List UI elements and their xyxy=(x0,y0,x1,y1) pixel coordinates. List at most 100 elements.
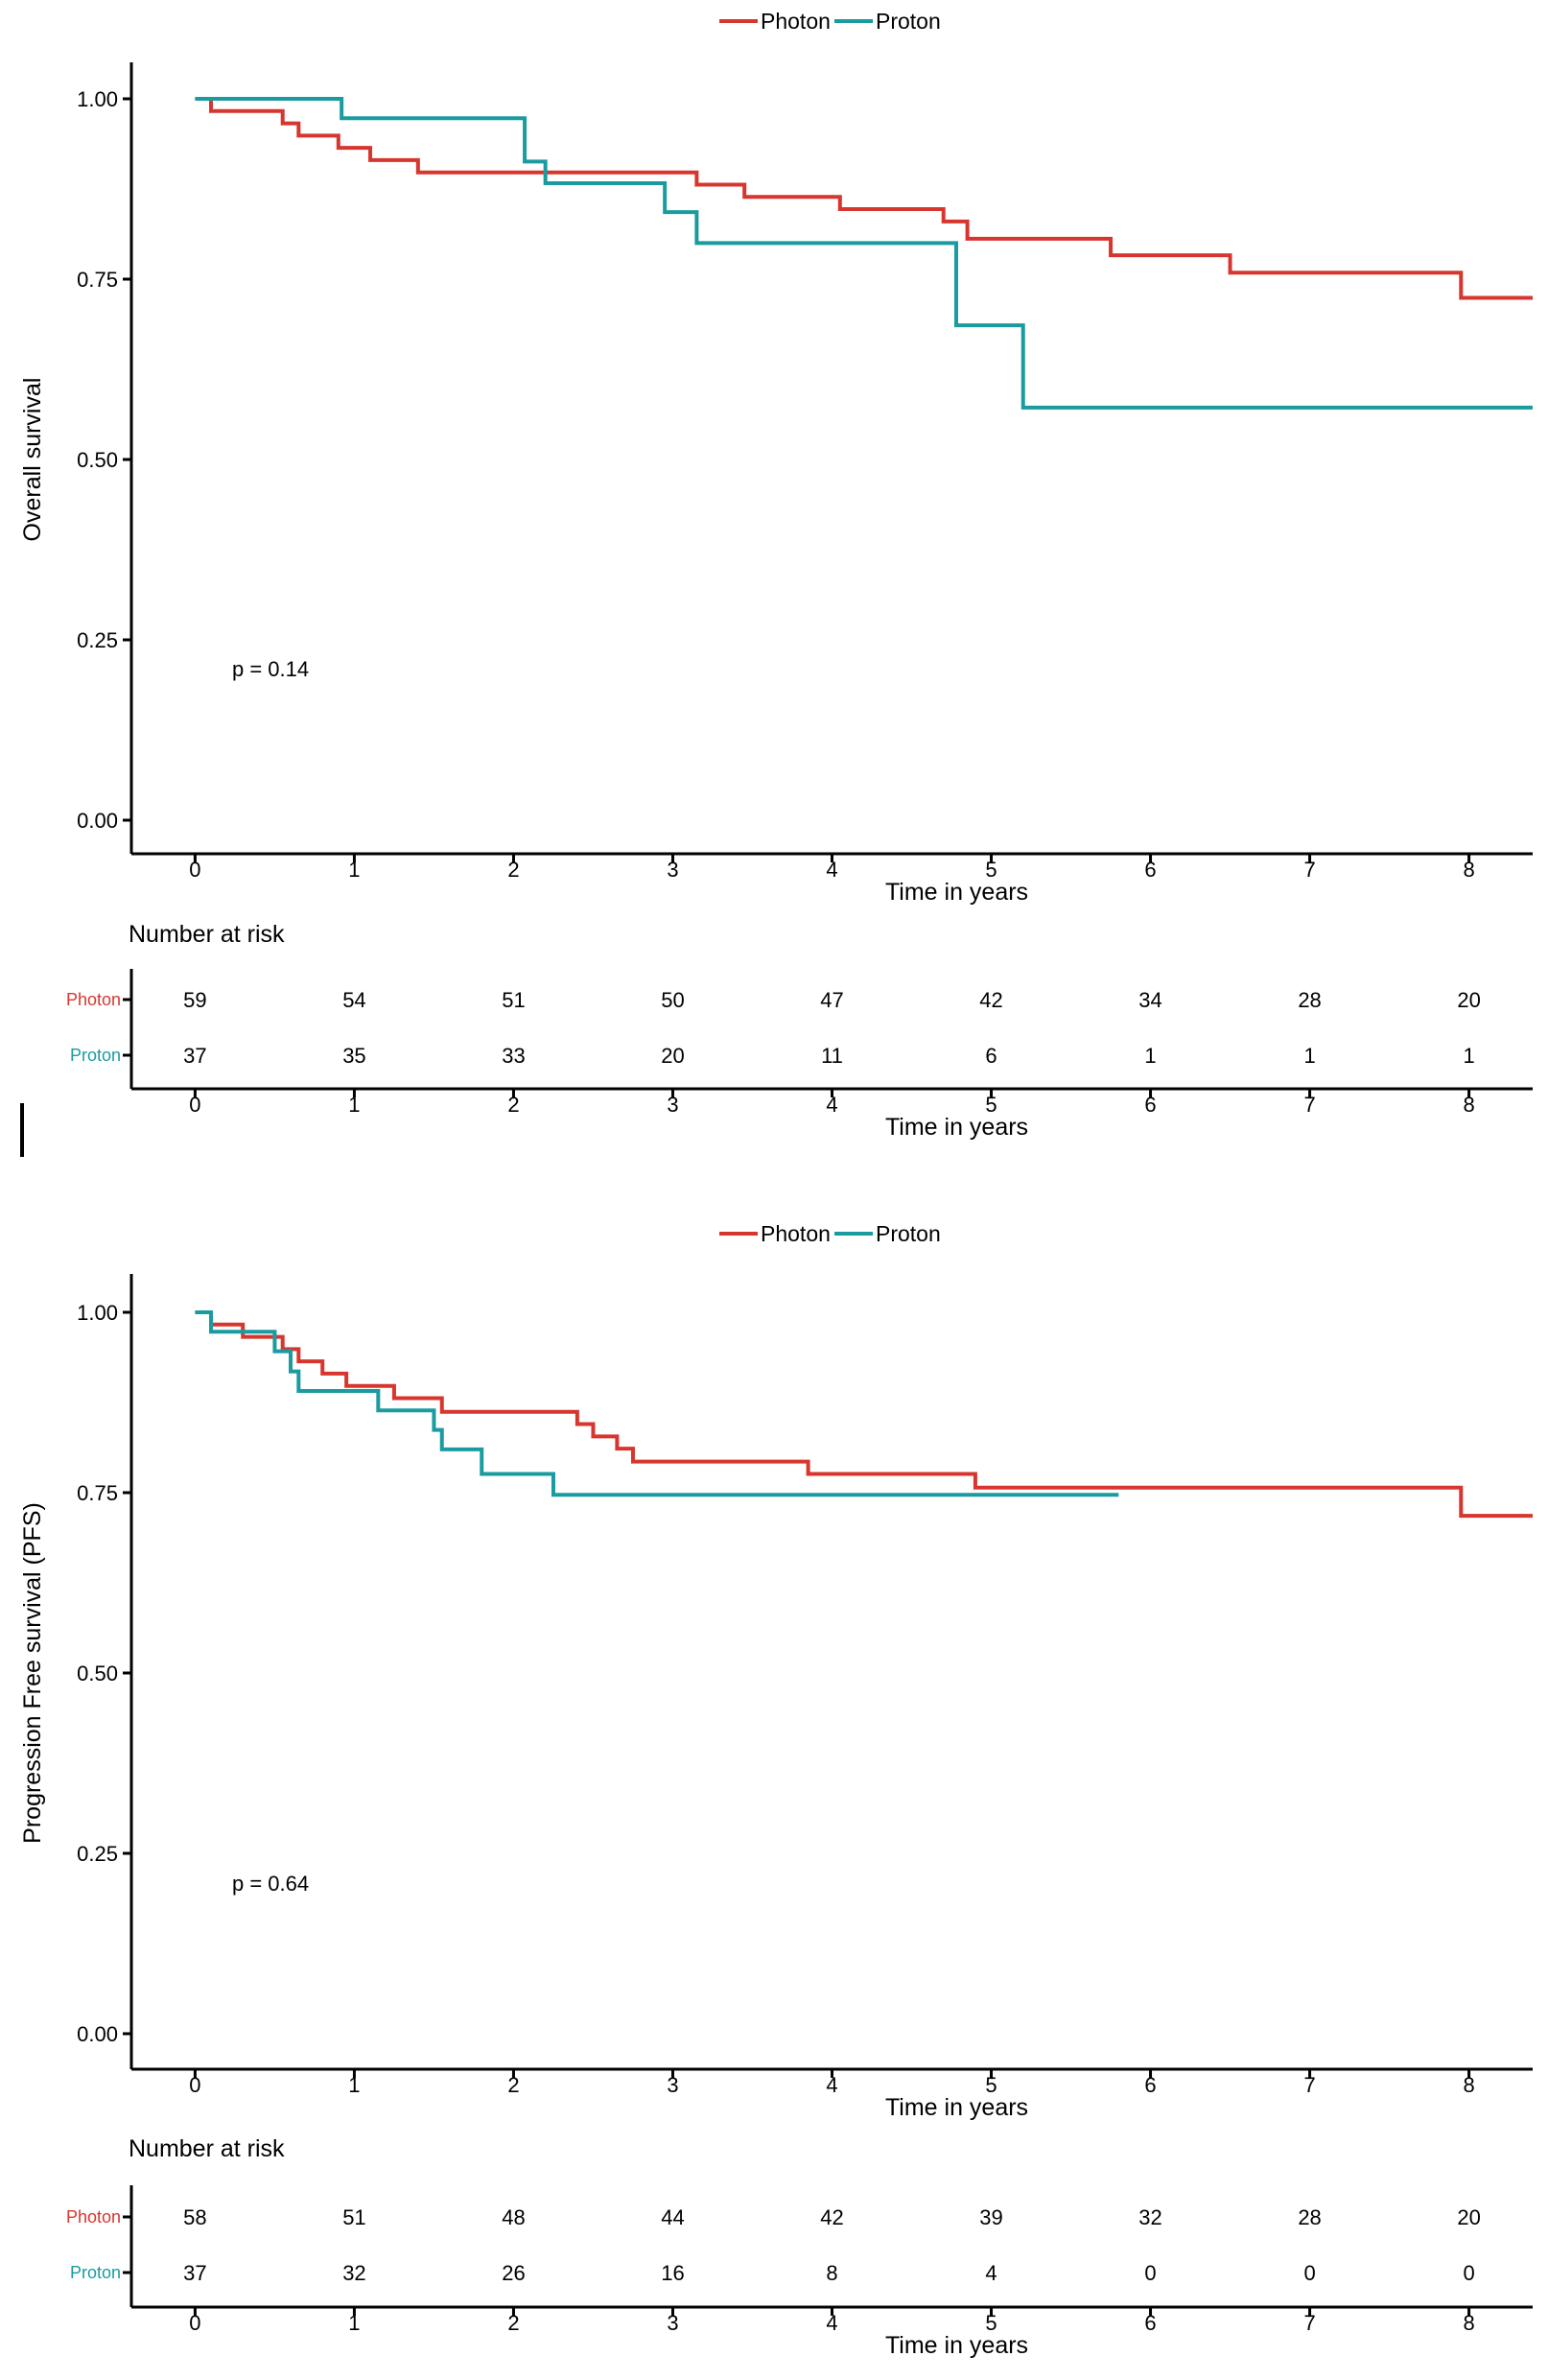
p-value-annotation: p = 0.14 xyxy=(232,657,309,681)
y-tick-label: 1.00 xyxy=(77,1301,118,1325)
x-tick-label: 3 xyxy=(667,858,678,882)
risk-x-tick-label: 1 xyxy=(348,1093,360,1117)
risk-x-tick-label: 4 xyxy=(826,2311,837,2335)
risk-count: 20 xyxy=(1457,2205,1480,2229)
x-axis-title: Time in years xyxy=(885,879,1028,906)
legend: Photon Proton xyxy=(719,1221,941,1246)
p-value-annotation: p = 0.64 xyxy=(232,1872,309,1896)
x-tick-label: 2 xyxy=(507,858,519,882)
risk-x-axis-title: Time in years xyxy=(885,1114,1028,1141)
x-tick-label: 3 xyxy=(667,2073,678,2097)
risk-table-title: Number at risk xyxy=(129,921,285,948)
risk-x-tick-label: 4 xyxy=(826,1093,837,1117)
risk-count: 47 xyxy=(820,988,843,1012)
risk-count: 28 xyxy=(1298,2205,1321,2229)
risk-count: 0 xyxy=(1144,2261,1156,2285)
risk-count: 35 xyxy=(342,1044,365,1068)
x-tick-label: 2 xyxy=(507,2073,519,2097)
risk-x-tick-label: 7 xyxy=(1303,1093,1315,1117)
risk-count: 11 xyxy=(821,1044,843,1068)
risk-count: 48 xyxy=(502,2205,525,2229)
y-tick-label: 0.75 xyxy=(77,1481,118,1505)
risk-count: 51 xyxy=(342,2205,365,2229)
x-tick-label: 6 xyxy=(1144,858,1156,882)
risk-x-tick-label: 3 xyxy=(667,2311,678,2335)
risk-x-axis-title: Time in years xyxy=(885,2332,1028,2359)
y-tick-label: 0.00 xyxy=(77,809,118,833)
risk-count: 1 xyxy=(1463,1044,1474,1068)
legend-label-photon: Photon xyxy=(761,1221,831,1246)
y-axis-title: Overall survival xyxy=(19,378,46,542)
risk-count: 26 xyxy=(502,2261,525,2285)
x-tick-label: 8 xyxy=(1463,2073,1474,2097)
x-tick-label: 5 xyxy=(985,2073,997,2097)
risk-row-label-photon: Photon xyxy=(66,990,121,1009)
risk-x-tick-label: 5 xyxy=(985,2311,997,2335)
risk-count: 44 xyxy=(661,2205,684,2229)
risk-x-tick-label: 8 xyxy=(1463,2311,1474,2335)
risk-count: 42 xyxy=(979,988,1002,1012)
x-tick-label: 7 xyxy=(1303,2073,1315,2097)
risk-x-tick-label: 3 xyxy=(667,1093,678,1117)
risk-count: 39 xyxy=(979,2205,1002,2229)
risk-row-label-photon: Photon xyxy=(66,2207,121,2227)
risk-count: 0 xyxy=(1463,2261,1474,2285)
risk-count: 42 xyxy=(820,2205,843,2229)
risk-table-title: Number at risk xyxy=(129,2135,285,2162)
risk-count: 59 xyxy=(183,988,206,1012)
risk-x-tick-label: 1 xyxy=(348,2311,360,2335)
x-tick-label: 1 xyxy=(348,2073,360,2097)
risk-count: 20 xyxy=(1457,988,1480,1012)
risk-count: 8 xyxy=(826,2261,837,2285)
risk-x-tick-label: 5 xyxy=(985,1093,997,1117)
x-tick-label: 4 xyxy=(826,2073,837,2097)
y-tick-label: 0.25 xyxy=(77,1842,118,1866)
risk-count: 20 xyxy=(661,1044,684,1068)
risk-x-tick-label: 8 xyxy=(1463,1093,1474,1117)
risk-x-tick-label: 6 xyxy=(1144,1093,1156,1117)
legend-label-proton: Proton xyxy=(876,9,941,34)
risk-count: 37 xyxy=(183,1044,206,1068)
x-tick-label: 4 xyxy=(826,858,837,882)
risk-row-label-proton: Proton xyxy=(70,1046,121,1065)
y-tick-label: 0.50 xyxy=(77,448,118,472)
x-tick-label: 7 xyxy=(1303,858,1315,882)
x-tick-label: 1 xyxy=(348,858,360,882)
risk-count: 58 xyxy=(183,2205,206,2229)
risk-count: 28 xyxy=(1298,988,1321,1012)
y-tick-label: 0.00 xyxy=(77,2022,118,2046)
risk-count: 54 xyxy=(342,988,365,1012)
risk-x-tick-label: 6 xyxy=(1144,2311,1156,2335)
risk-x-tick-label: 2 xyxy=(507,1093,519,1117)
km-curve-photon xyxy=(195,1310,1533,1519)
risk-x-tick-label: 7 xyxy=(1303,2311,1315,2335)
y-tick-label: 0.25 xyxy=(77,628,118,652)
risk-count: 6 xyxy=(985,1044,997,1068)
y-axis-title: Progression Free survival (PFS) xyxy=(19,1502,46,1844)
km-panel-2: Photon Proton 0.00 0.25 0.50 0.75 1.00 0 1 2 3 4 5 6 7… xyxy=(19,1221,1533,2359)
risk-count: 4 xyxy=(985,2261,997,2285)
risk-count: 34 xyxy=(1138,988,1161,1012)
km-curve-photon xyxy=(195,97,1533,300)
x-axis-title: Time in years xyxy=(885,2094,1028,2121)
risk-x-tick-label: 2 xyxy=(507,2311,519,2335)
risk-count: 32 xyxy=(342,2261,365,2285)
risk-count: 1 xyxy=(1144,1044,1156,1068)
risk-count: 0 xyxy=(1303,2261,1315,2285)
legend-label-proton: Proton xyxy=(876,1221,941,1246)
x-tick-label: 6 xyxy=(1144,2073,1156,2097)
risk-count: 32 xyxy=(1138,2205,1161,2229)
risk-row-label-proton: Proton xyxy=(70,2263,121,2282)
legend: Photon Proton xyxy=(719,9,941,34)
risk-count: 33 xyxy=(502,1044,525,1068)
km-curve-proton xyxy=(195,97,1533,410)
x-tick-label: 8 xyxy=(1463,858,1474,882)
km-curve-proton xyxy=(195,1310,1119,1497)
legend-label-photon: Photon xyxy=(761,9,831,34)
risk-count: 50 xyxy=(661,988,684,1012)
risk-count: 1 xyxy=(1303,1044,1315,1068)
